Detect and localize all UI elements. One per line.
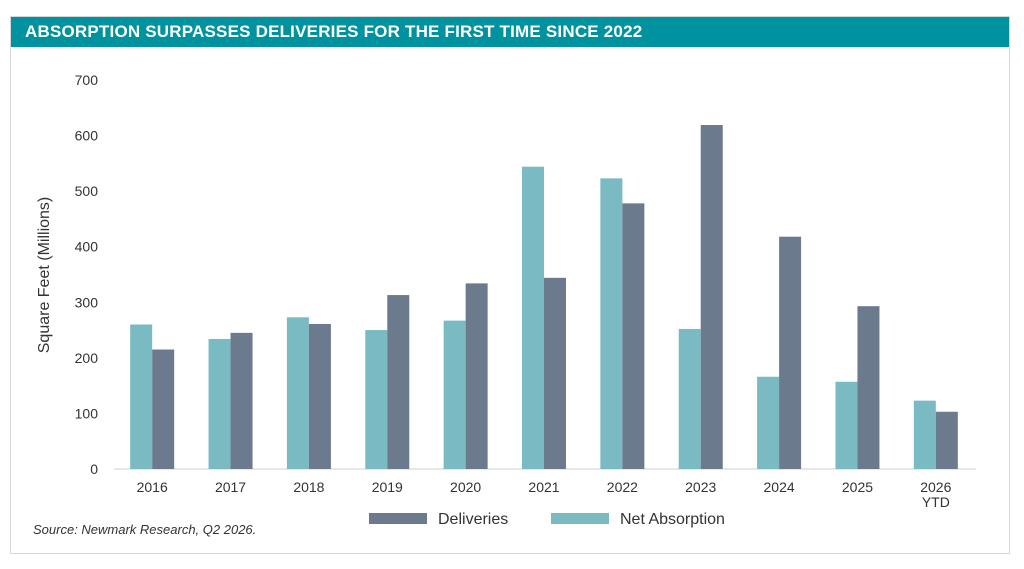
y-tick-label: 700 <box>75 72 99 88</box>
x-tick-label: 2021 <box>528 479 559 495</box>
legend-label-deliveries: Deliveries <box>438 511 508 528</box>
legend-label-net-absorption: Net Absorption <box>620 511 725 528</box>
x-tick-label: 2016 <box>137 479 168 495</box>
bar-deliveries <box>152 349 175 469</box>
legend-swatch-deliveries <box>369 513 427 524</box>
bar-deliveries <box>779 236 802 469</box>
bar-net-absorption <box>913 400 936 469</box>
x-tick-label: 2025 <box>842 479 873 495</box>
chart-card: ABSORPTION SURPASSES DELIVERIES FOR THE … <box>10 16 1010 554</box>
bar-deliveries <box>622 203 645 469</box>
x-tick-label: 2022 <box>607 479 638 495</box>
bar-deliveries <box>935 411 958 469</box>
bar-deliveries <box>857 306 880 469</box>
y-tick-label: 0 <box>90 461 98 477</box>
y-tick-label: 100 <box>75 405 99 421</box>
bar-deliveries <box>465 283 488 469</box>
x-tick-label: 2026 YTD <box>920 479 951 510</box>
y-axis-label: Square Feet (Millions) <box>36 197 53 354</box>
bar-net-absorption <box>130 324 153 469</box>
bar-net-absorption <box>365 330 388 469</box>
x-tick-label: 2018 <box>293 479 324 495</box>
bar-net-absorption <box>286 317 309 469</box>
bar-net-absorption <box>522 166 544 470</box>
y-tick-label: 400 <box>75 239 99 255</box>
title-bar: ABSORPTION SURPASSES DELIVERIES FOR THE … <box>11 17 1009 47</box>
bar-deliveries <box>308 323 331 469</box>
bar-net-absorption <box>208 338 231 469</box>
y-tick-label: 200 <box>75 350 99 366</box>
y-tick-label: 300 <box>75 294 99 310</box>
x-tick-label: 2023 <box>685 479 716 495</box>
bar-net-absorption <box>443 320 466 469</box>
bar-net-absorption <box>600 178 623 469</box>
bar-deliveries <box>230 332 253 469</box>
y-tick-label: 600 <box>75 128 99 144</box>
x-tick-label: 2024 <box>764 479 795 495</box>
legend-swatch-net-absorption <box>551 513 609 524</box>
y-tick-label: 500 <box>75 183 99 199</box>
x-tick-label: 2020 <box>450 479 481 495</box>
chart-title: ABSORPTION SURPASSES DELIVERIES FOR THE … <box>25 22 643 41</box>
bar-net-absorption <box>757 376 780 469</box>
bar-net-absorption <box>835 381 858 469</box>
x-tick-label: 2017 <box>215 479 246 495</box>
bar-deliveries <box>544 277 566 469</box>
source-note: Source: Newmark Research, Q2 2026. <box>33 522 257 537</box>
bar-net-absorption <box>678 328 701 469</box>
bar-deliveries <box>700 125 723 470</box>
x-tick-label: 2019 <box>372 479 403 495</box>
bar-deliveries <box>387 295 410 469</box>
